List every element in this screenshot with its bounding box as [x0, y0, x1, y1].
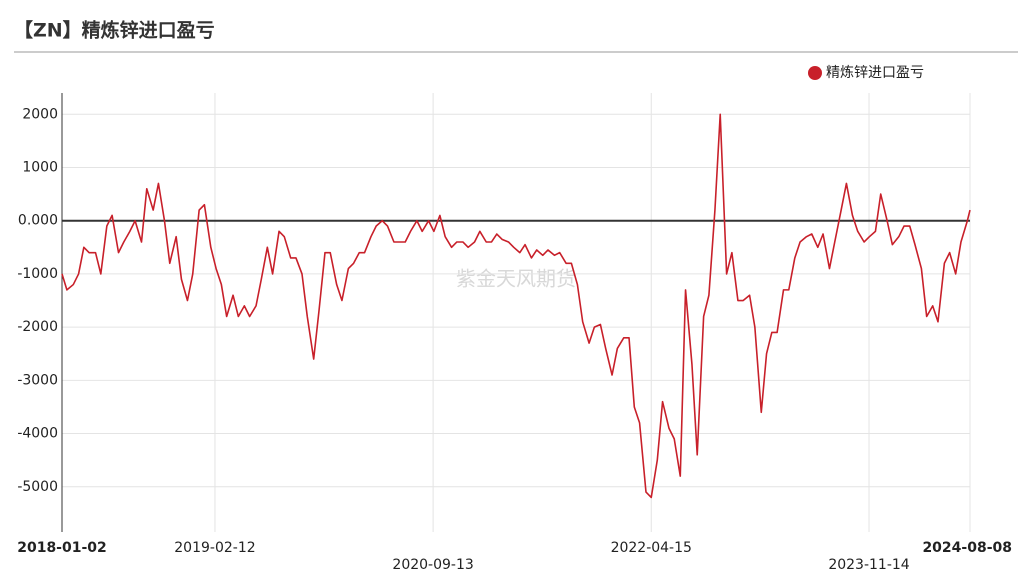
legend-swatch: [808, 66, 822, 80]
y-tick-label: 0.000: [18, 213, 58, 229]
y-tick-label: -5000: [17, 479, 58, 495]
watermark: 紫金天风期货: [456, 267, 576, 291]
chart-title: 【ZN】精炼锌进口盈亏: [14, 19, 215, 42]
y-tick-label: -3000: [17, 372, 58, 388]
x-tick-label: 2023-11-14: [828, 557, 909, 573]
x-tick-label: 2022-04-15: [611, 540, 692, 556]
y-tick-label: -4000: [17, 426, 58, 442]
legend-label: 精炼锌进口盈亏: [826, 65, 924, 81]
x-tick-label: 2019-02-12: [174, 540, 255, 556]
x-tick-label: 2024-08-08: [922, 540, 1012, 556]
y-tick-label: 1000: [22, 159, 58, 175]
x-tick-label: 2018-01-02: [17, 540, 107, 556]
y-tick-label: -2000: [17, 319, 58, 335]
x-tick-label: 2020-09-13: [392, 557, 473, 573]
y-tick-label: 2000: [22, 106, 58, 122]
y-tick-label: -1000: [17, 266, 58, 282]
data-line: [61, 113, 971, 499]
